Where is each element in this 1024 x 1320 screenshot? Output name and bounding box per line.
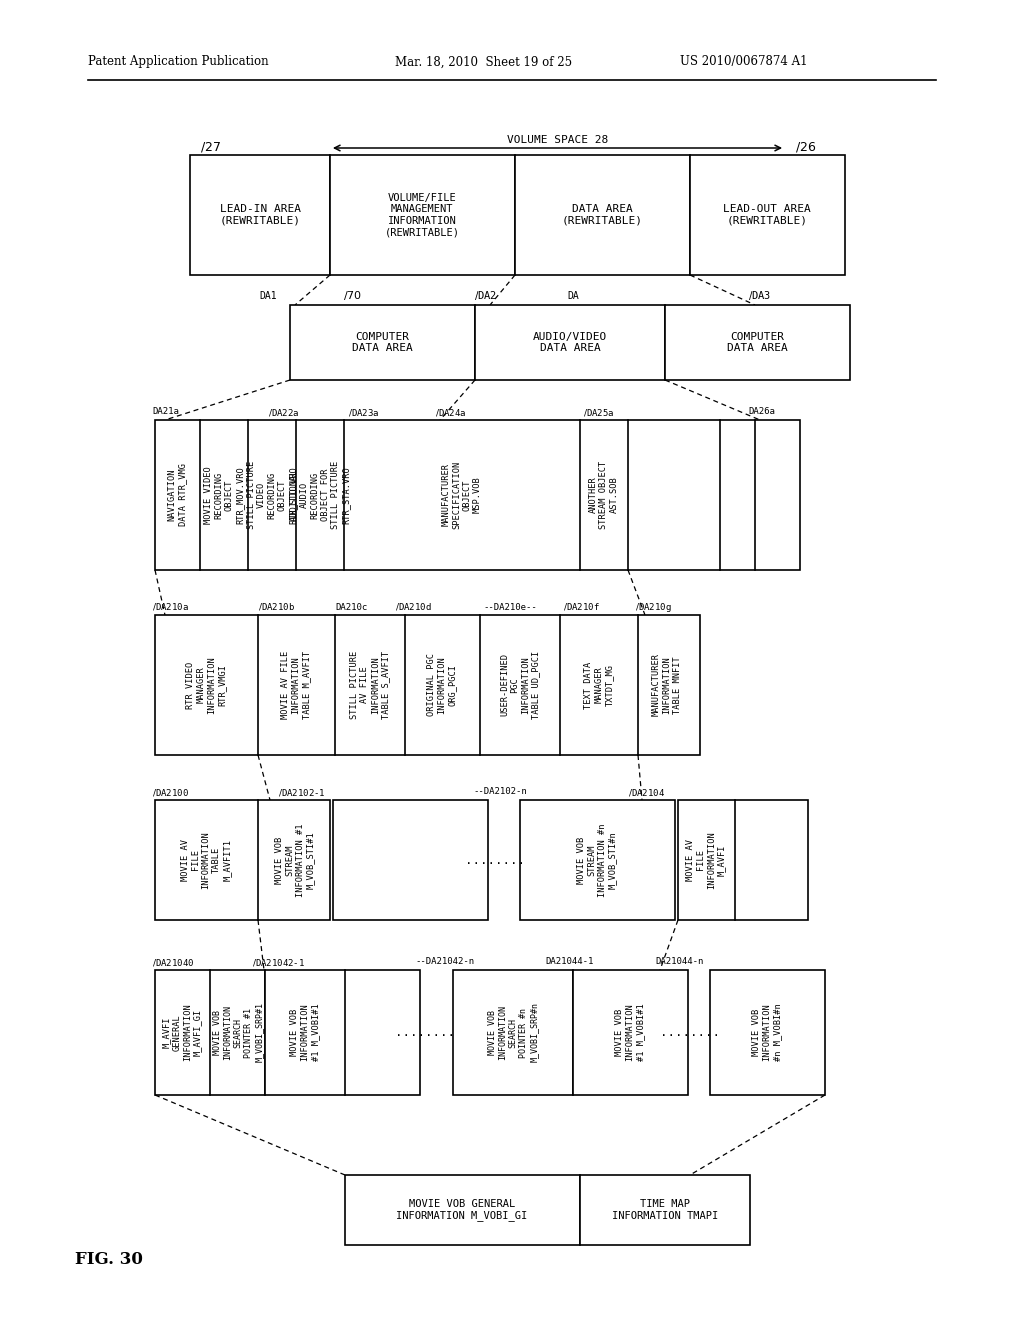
Bar [333, 800, 488, 920]
Text: MOVIE AV FILE
INFORMATION
TABLE M_AVFIT: MOVIE AV FILE INFORMATION TABLE M_AVFIT [282, 651, 311, 719]
Text: MOVIE VOB
STREAM
INFORMATION #n
M_VOB_STI#n: MOVIE VOB STREAM INFORMATION #n M_VOB_ST… [577, 824, 617, 896]
Text: $\mathsf{/}$DA2104: $\mathsf{/}$DA2104 [628, 787, 666, 797]
Bar [453, 970, 573, 1096]
Bar [345, 1175, 580, 1245]
Text: DA21044-n: DA21044-n [655, 957, 703, 966]
Text: $\mathsf{/}$DA21042-1: $\mathsf{/}$DA21042-1 [252, 957, 305, 968]
Text: MOVIE AV
FILE
INFORMATION
TABLE
M_AVFIT1: MOVIE AV FILE INFORMATION TABLE M_AVFIT1 [180, 832, 231, 888]
Text: US 2010/0067874 A1: US 2010/0067874 A1 [680, 55, 808, 69]
Text: MOVIE VOB
STREAM
INFORMATION #1
M_VOB_STI#1: MOVIE VOB STREAM INFORMATION #1 M_VOB_ST… [274, 824, 315, 896]
Bar [290, 305, 475, 380]
Text: DA21044-1: DA21044-1 [545, 957, 593, 966]
Text: DA21a: DA21a [152, 408, 179, 417]
Text: COMPUTER
DATA AREA: COMPUTER DATA AREA [727, 331, 787, 354]
Text: $\mathsf{/}$DA25a: $\mathsf{/}$DA25a [583, 407, 614, 417]
Text: $\mathsf{/}$DA210f: $\mathsf{/}$DA210f [563, 602, 600, 612]
Text: Mar. 18, 2010  Sheet 19 of 25: Mar. 18, 2010 Sheet 19 of 25 [395, 55, 572, 69]
Text: STILL PICTURE
VIDEO
RECORDING
OBJECT
RTR_STO.VRO: STILL PICTURE VIDEO RECORDING OBJECT RTR… [247, 461, 297, 529]
Text: VOLUME/FILE
MANAGEMENT
INFORMATION
(REWRITABLE): VOLUME/FILE MANAGEMENT INFORMATION (REWR… [384, 193, 460, 238]
Bar [665, 305, 850, 380]
Bar [515, 154, 690, 275]
Text: FIG. 30: FIG. 30 [75, 1251, 143, 1269]
Text: VOLUME SPACE 28: VOLUME SPACE 28 [507, 135, 608, 145]
Text: $\mathsf{/}$DA21040: $\mathsf{/}$DA21040 [152, 957, 195, 968]
Text: ........: ........ [465, 854, 525, 866]
Bar [475, 305, 665, 380]
Text: DATA AREA
(REWRITABLE): DATA AREA (REWRITABLE) [561, 205, 642, 226]
Text: $\mathsf{/}$DA24a: $\mathsf{/}$DA24a [435, 407, 467, 417]
Text: $\mathsf{/}$DA210b: $\mathsf{/}$DA210b [258, 602, 295, 612]
Text: AUDIO/VIDEO
DATA AREA: AUDIO/VIDEO DATA AREA [532, 331, 607, 354]
Text: $\mathsf{/}$DA22a: $\mathsf{/}$DA22a [268, 407, 299, 417]
Text: ........: ........ [660, 1026, 720, 1039]
Bar [155, 420, 800, 570]
Text: ........: ........ [395, 1026, 455, 1039]
Text: $\mathsf{/}$DA2102-1: $\mathsf{/}$DA2102-1 [278, 787, 326, 797]
Text: NAVIGATION
DATA RTR_VMG: NAVIGATION DATA RTR_VMG [167, 463, 186, 527]
Text: $\mathsf{/}$DA3: $\mathsf{/}$DA3 [748, 289, 771, 302]
Text: STILL PICTURE
AV FILE
INFORMATION
TABLE S_AVFIT: STILL PICTURE AV FILE INFORMATION TABLE … [350, 651, 390, 719]
Text: Patent Application Publication: Patent Application Publication [88, 55, 268, 69]
Text: TEXT DATA
MANAGER
TXTDT_MG: TEXT DATA MANAGER TXTDT_MG [584, 661, 614, 709]
Text: $\mathsf{/}$27: $\mathsf{/}$27 [200, 140, 221, 154]
Text: MANUFACTURER
SPECIFICATION
OBJECT
MSP.VOB: MANUFACTURER SPECIFICATION OBJECT MSP.VO… [442, 461, 482, 529]
Text: TIME MAP
INFORMATION TMAPI: TIME MAP INFORMATION TMAPI [612, 1199, 718, 1221]
Text: MOVIE AV
FILE
INFORMATION
M_AVFI: MOVIE AV FILE INFORMATION M_AVFI [686, 832, 726, 888]
Text: $\mathsf{/}$DA210d: $\mathsf{/}$DA210d [395, 602, 432, 612]
Text: M_AVFI
GENERAL
INFORMATION
M_AVFI_GI: M_AVFI GENERAL INFORMATION M_AVFI_GI [162, 1003, 202, 1061]
Bar [710, 970, 825, 1096]
Text: DA26a: DA26a [748, 408, 775, 417]
Text: MOVIE VOB
INFORMATION
SEARCH
POINTER #n
M_VOBI_SRP#n: MOVIE VOB INFORMATION SEARCH POINTER #n … [487, 1002, 539, 1063]
Text: $\mathsf{/}$26: $\mathsf{/}$26 [795, 140, 816, 154]
Text: RTR VIDEO
MANAGER
INFORMATION
RTR_VMGI: RTR VIDEO MANAGER INFORMATION RTR_VMGI [186, 656, 226, 714]
Text: $\mathsf{/}$DA2100: $\mathsf{/}$DA2100 [152, 787, 189, 797]
Text: DA210c: DA210c [335, 602, 368, 611]
Text: USER-DEFINED
PGC
INFORMATION
TABLE UD_PGCI: USER-DEFINED PGC INFORMATION TABLE UD_PG… [500, 651, 540, 719]
Text: MOVIE VIDEO
RECORDING
OBJECT
RTR_MOV.VRO: MOVIE VIDEO RECORDING OBJECT RTR_MOV.VRO [204, 466, 244, 524]
Bar [155, 970, 265, 1096]
Text: MOVIE VOB
INFORMATION
#n M_VOBI#n: MOVIE VOB INFORMATION #n M_VOBI#n [752, 1003, 782, 1061]
Text: $\mathsf{/}$DA2: $\mathsf{/}$DA2 [474, 289, 498, 302]
Text: LEAD-IN AREA
(REWRITABLE): LEAD-IN AREA (REWRITABLE) [219, 205, 300, 226]
Text: --DA210e--: --DA210e-- [483, 602, 537, 611]
Text: --DA21042-n: --DA21042-n [415, 957, 474, 966]
Bar [330, 154, 515, 275]
Text: $\mathsf{/}$DA23a: $\mathsf{/}$DA23a [348, 407, 380, 417]
Bar [520, 800, 675, 920]
Text: MOVIE VOB
INFORMATION
#1 M_VOBI#1: MOVIE VOB INFORMATION #1 M_VOBI#1 [290, 1003, 319, 1061]
Text: ANOTHER
STREAM OBJECT
AST.SOB: ANOTHER STREAM OBJECT AST.SOB [589, 461, 618, 529]
Bar [580, 1175, 750, 1245]
Text: MANUFACTURER
INFORMATION
TABLE MNFIT: MANUFACTURER INFORMATION TABLE MNFIT [652, 653, 682, 717]
Text: LEAD-OUT AREA
(REWRITABLE): LEAD-OUT AREA (REWRITABLE) [723, 205, 811, 226]
Bar [265, 970, 420, 1096]
Text: $\mathsf{/}$DA210a: $\mathsf{/}$DA210a [152, 602, 188, 612]
Text: DA: DA [567, 290, 579, 301]
Bar [190, 154, 330, 275]
Text: MOVIE VOB
INFORMATION
#1 M_VOBI#1: MOVIE VOB INFORMATION #1 M_VOBI#1 [615, 1003, 645, 1061]
Bar [573, 970, 688, 1096]
Text: MOVIE VOB GENERAL
INFORMATION M_VOBI_GI: MOVIE VOB GENERAL INFORMATION M_VOBI_GI [396, 1199, 527, 1221]
Text: ORIGINAL PGC
INFORMATION
ORG_PGCI: ORIGINAL PGC INFORMATION ORG_PGCI [427, 653, 457, 717]
Text: MOVIE VOB
INFORMATION
SEARCH
POINTER #1
M_VOBI_SRP#1: MOVIE VOB INFORMATION SEARCH POINTER #1 … [213, 1002, 263, 1063]
Text: --DA2102-n: --DA2102-n [473, 788, 526, 796]
Bar [155, 800, 330, 920]
Bar [690, 154, 845, 275]
Text: ADDITIONAL
AUDIO
RECORDING
OBJECT FOR
STILL PICTURE
RTR_STA.VRO: ADDITIONAL AUDIO RECORDING OBJECT FOR ST… [290, 461, 350, 529]
Bar [155, 615, 700, 755]
Text: $\mathsf{/}$70: $\mathsf{/}$70 [343, 289, 362, 302]
Text: COMPUTER
DATA AREA: COMPUTER DATA AREA [351, 331, 413, 354]
Text: DA1: DA1 [259, 290, 276, 301]
Bar [678, 800, 808, 920]
Text: $\mathsf{/}$DA210g: $\mathsf{/}$DA210g [635, 601, 672, 614]
